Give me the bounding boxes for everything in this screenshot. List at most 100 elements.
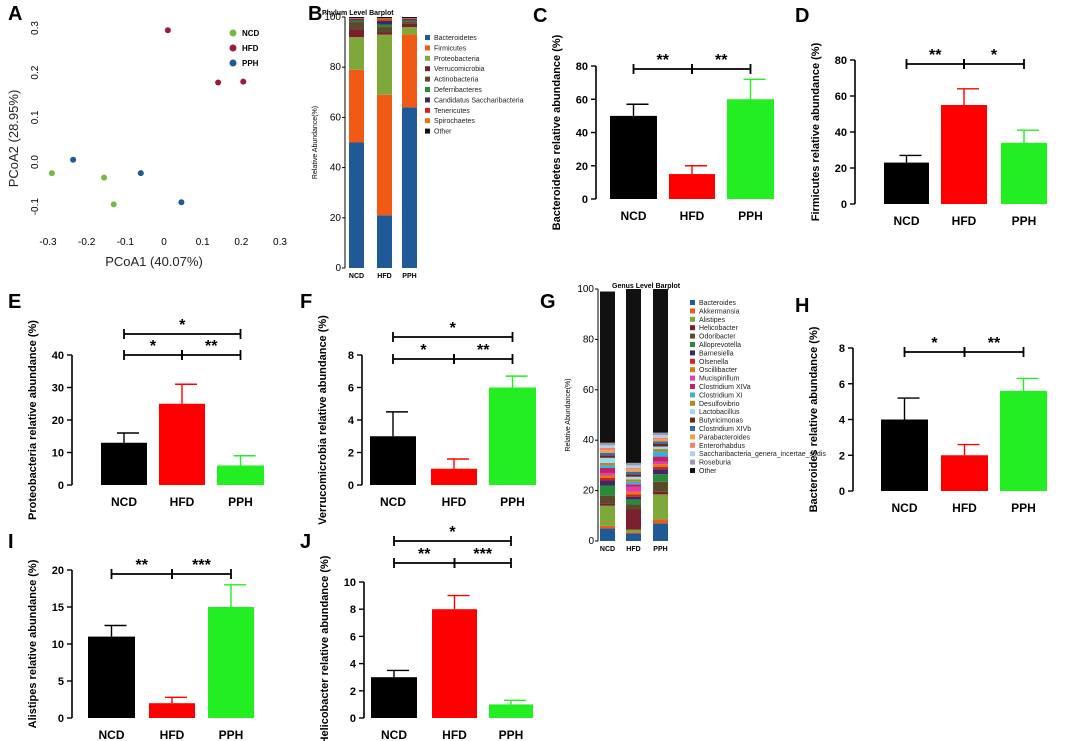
- point-pph: [178, 199, 185, 206]
- panel-b: B Phylum Level Barplot 0 20 40 60 80 100 Relativ…: [308, 3, 524, 280]
- legend-swatch: [425, 35, 430, 40]
- panel-h: H 0 2 4 6 8 Bacteroides relative abundance (%)…: [795, 295, 1047, 515]
- stack-segment: [626, 491, 641, 495]
- legend-swatch: [690, 459, 695, 465]
- stack-segment: [377, 27, 392, 33]
- significance-bracket: *: [393, 524, 512, 546]
- legend-entry: Other: [434, 129, 452, 136]
- stack-segment: [402, 34, 417, 108]
- panel-a: A -0.3 -0.2 -0.1 0 0.1 0.2 0.3 0.3 0.2 0.1 0.0 -0.1 P…: [6, 3, 287, 269]
- chart-title: Genus Level Barplot: [612, 283, 681, 290]
- legend-swatch: [425, 76, 430, 82]
- legend-entry: Odoribacter: [699, 334, 736, 341]
- stack-segment: [377, 34, 392, 95]
- category-label: NCD: [111, 495, 137, 509]
- y-tick-label: 2: [839, 450, 845, 462]
- stack-segment: [653, 466, 668, 470]
- bar-hfd: [159, 403, 205, 485]
- legend-entry: Spirochaetes: [434, 118, 475, 125]
- category-label: HFD: [170, 495, 195, 509]
- stack-segment: [626, 509, 641, 530]
- y-tick-label: 60: [576, 94, 588, 106]
- legend-entry: Helicobacter: [699, 325, 739, 332]
- legend-swatch: [690, 468, 695, 473]
- bar-pph: [217, 465, 264, 485]
- category-label: PPH: [653, 546, 667, 553]
- significance-bracket: **: [110, 557, 173, 579]
- y-tick-label: 40: [330, 163, 342, 174]
- point-pph: [137, 170, 144, 177]
- legend-swatch: [690, 426, 695, 431]
- legend-entry: Candidatus Saccharibacteria: [434, 97, 524, 104]
- y-tick-label: 4: [350, 659, 357, 671]
- stack-segment: [377, 17, 392, 19]
- stack-segment: [349, 19, 364, 21]
- category-label: HFD: [680, 209, 705, 223]
- significance-stars: **: [988, 335, 1001, 352]
- y-axis-title: Bacteroidetes relative abundance (%): [551, 34, 563, 230]
- legend-swatch: [690, 367, 695, 373]
- bar-ncd: [884, 162, 929, 204]
- stack-segment: [626, 532, 641, 534]
- legend-swatch: [690, 325, 695, 331]
- stack-segment: [653, 441, 668, 444]
- bar-pph: [208, 607, 254, 718]
- stack-segment: [653, 523, 668, 541]
- chart-title: Phylum Level Barplot: [322, 10, 394, 17]
- stack-segment: [402, 18, 417, 20]
- stack-segment: [402, 23, 417, 28]
- legend-swatch: [425, 128, 430, 134]
- stack-segment: [600, 472, 615, 476]
- legend-swatch: [690, 316, 695, 322]
- significance-bracket: *: [123, 317, 242, 339]
- legend-entry: Lactobacillus: [699, 409, 740, 416]
- stack-segment: [402, 107, 417, 268]
- legend-entry: Barnesiella: [699, 350, 734, 357]
- significance-stars: **: [929, 47, 942, 64]
- y-axis-title: Helicobacter relative abundance (%): [319, 555, 331, 741]
- stack-segment: [600, 452, 615, 456]
- legend-swatch: [690, 342, 695, 347]
- point-hfd: [164, 27, 171, 34]
- stack-segment: [600, 505, 615, 526]
- stack-segment: [626, 486, 641, 492]
- stack-segment: [402, 20, 417, 23]
- stack-segment: [653, 469, 668, 475]
- y-axis-title: Proteobacteria relative abundance (%): [27, 320, 39, 520]
- x-tick-label: 0.3: [273, 237, 287, 248]
- x-tick-label: -0.1: [117, 237, 135, 248]
- stack-segment: [600, 503, 615, 506]
- stack-segment: [626, 474, 641, 477]
- stack-segment: [626, 469, 641, 472]
- stack-segment: [600, 447, 615, 451]
- y-tick-label: 0.3: [30, 21, 41, 35]
- stack-segment: [626, 471, 641, 475]
- y-tick-label: 10: [52, 448, 64, 460]
- y-tick-label: 0: [58, 713, 64, 725]
- legend-entry: Oscillibacter: [699, 367, 738, 374]
- bar-ncd: [88, 636, 135, 718]
- bar-pph: [489, 387, 536, 485]
- stack-segment: [653, 461, 668, 465]
- y-axis-title: Alistipes relative abundance (%): [27, 559, 39, 728]
- stack-segment: [626, 479, 641, 482]
- stack-segment: [653, 481, 668, 492]
- legend-entry: Proteobacteria: [434, 56, 480, 63]
- bar-hfd: [431, 468, 477, 485]
- stack-segment: [626, 504, 641, 510]
- significance-stars: **: [205, 338, 218, 355]
- y-tick-label: 60: [583, 385, 595, 396]
- y-tick-label: 60: [835, 91, 847, 103]
- significance-bracket: **: [632, 52, 693, 74]
- stack-segment: [626, 467, 641, 470]
- stack-segment: [653, 491, 668, 495]
- bar-pph: [1000, 390, 1047, 491]
- stack-segment: [377, 32, 392, 35]
- legend-swatch: [690, 400, 695, 406]
- legend-swatch: [690, 451, 695, 457]
- legend-entry: Firmicutes: [434, 45, 467, 52]
- panel-label-d: D: [795, 5, 809, 27]
- significance-bracket: ***: [171, 557, 232, 579]
- significance-bracket: *: [392, 320, 514, 342]
- legend-entry: Tenericutes: [434, 108, 470, 115]
